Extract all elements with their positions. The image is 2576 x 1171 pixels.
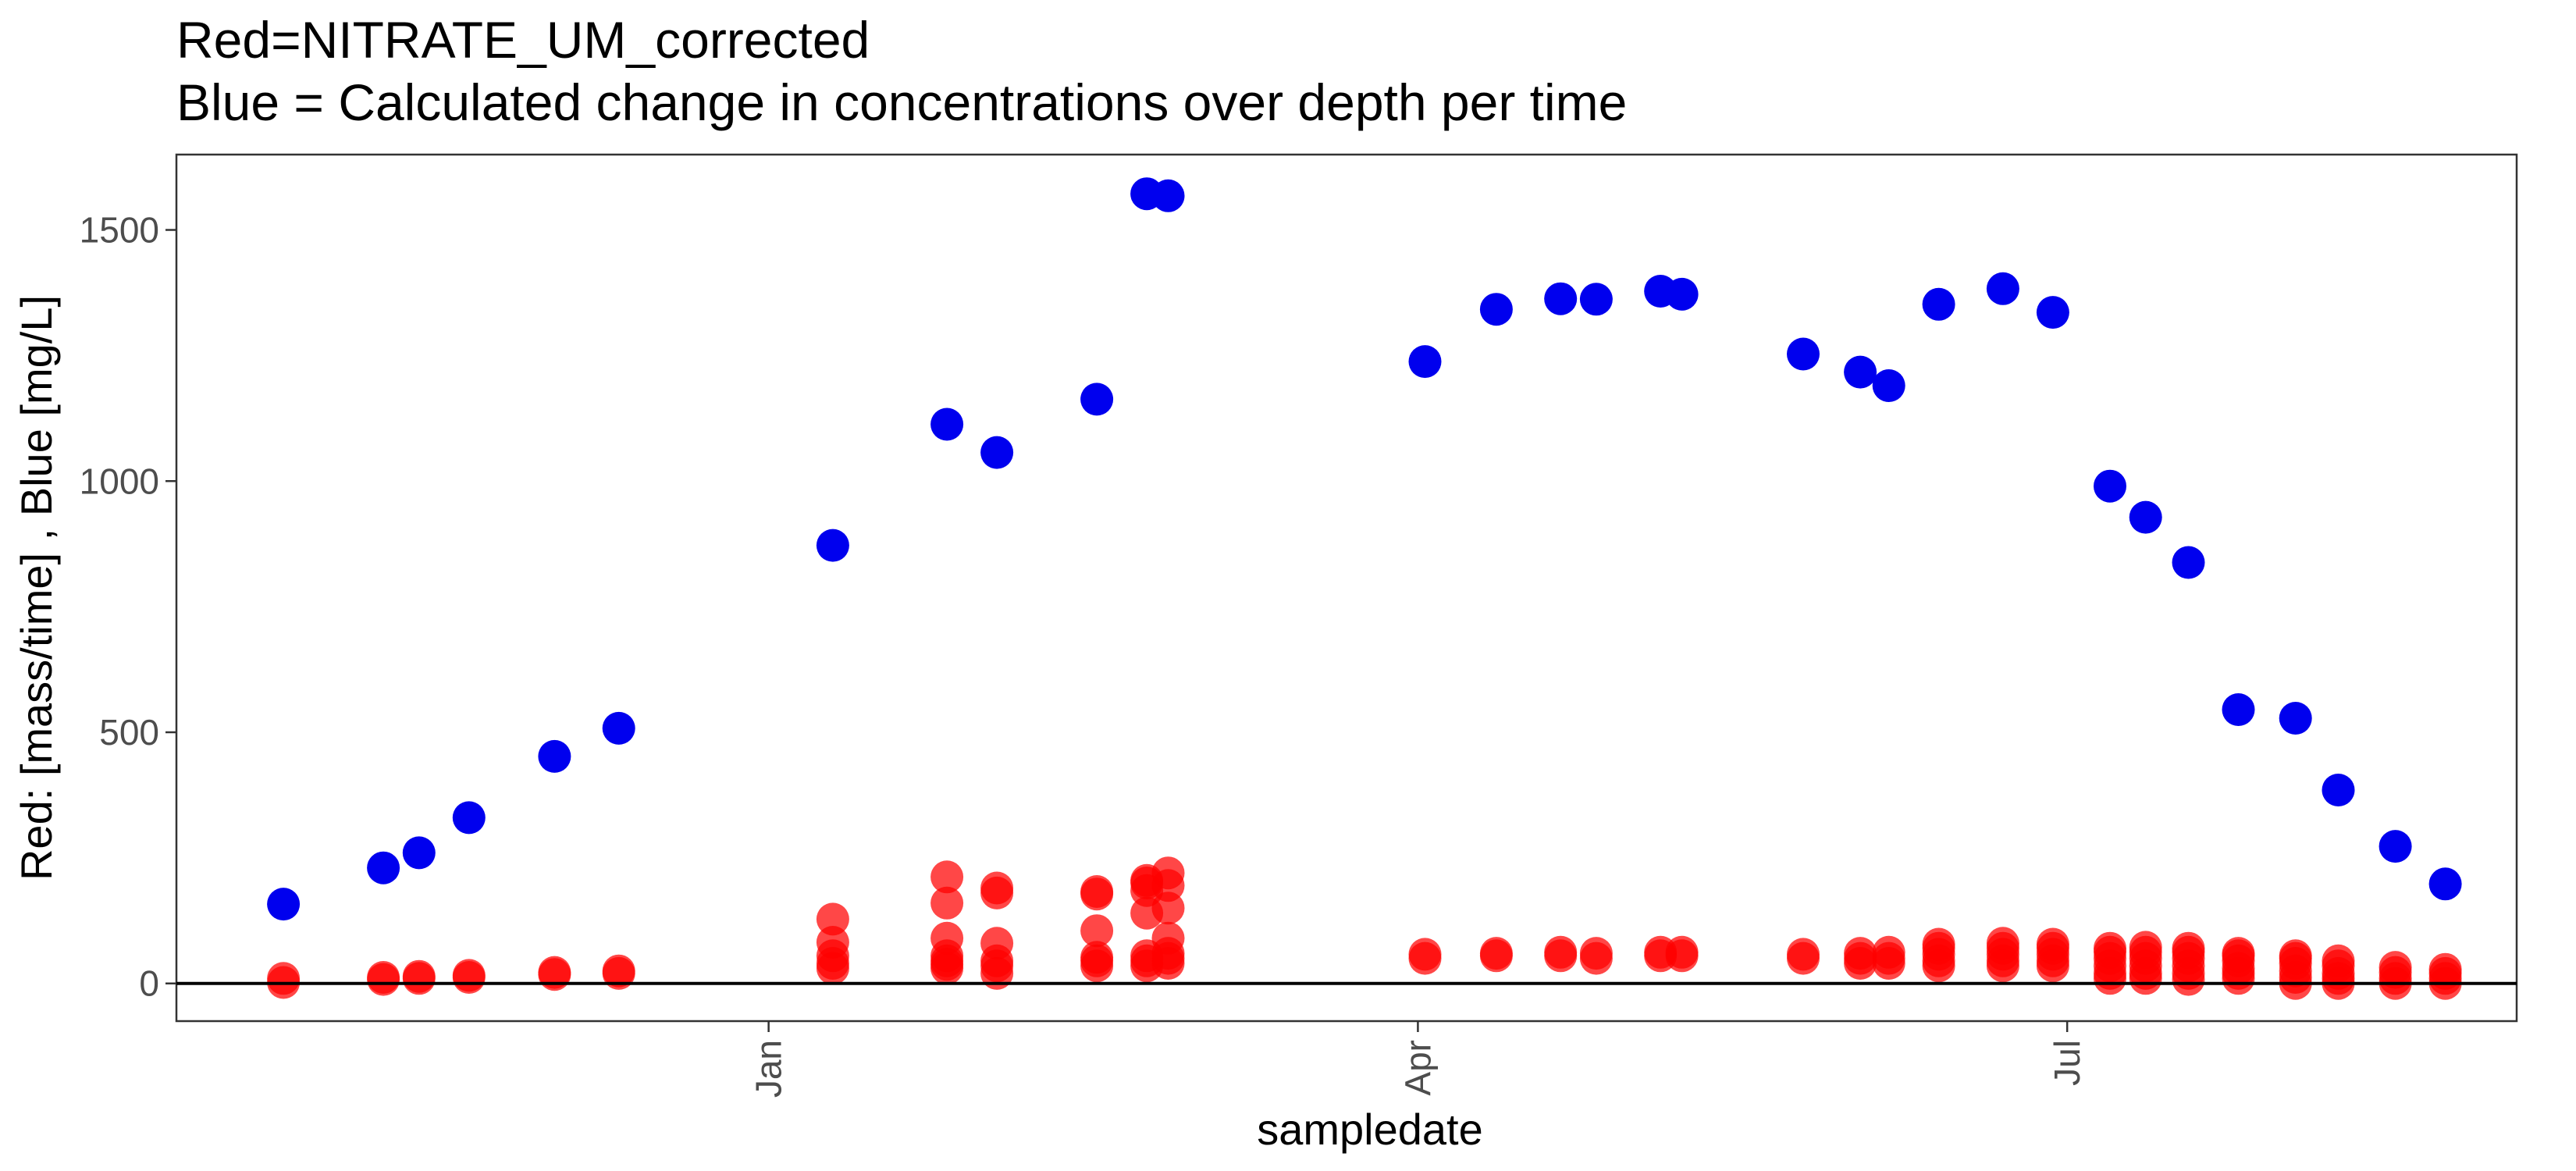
red-point-53 [1479, 937, 1513, 970]
red-point-29 [980, 871, 1014, 905]
blue-point-15 [1579, 283, 1613, 316]
x-tick-label-0: Jan [749, 1040, 789, 1098]
blue-point-22 [1986, 272, 2019, 305]
blue-point-11 [1151, 179, 1185, 212]
blue-point-28 [2279, 702, 2312, 735]
plot-panel [175, 153, 2518, 1023]
y-tick-label-1: 500 [99, 712, 159, 753]
red-point-11 [602, 954, 635, 988]
blue-point-7 [930, 408, 964, 441]
blue-point-29 [2322, 774, 2355, 806]
red-point-90 [2094, 931, 2126, 965]
y-tick-label-0: 0 [139, 963, 159, 1004]
red-point-108 [2222, 937, 2255, 970]
red-point-127 [2428, 952, 2462, 986]
y-axis-title: Red: [mass/time] , Blue [mg/L] [12, 295, 61, 881]
blue-point-30 [2379, 830, 2412, 863]
x-axis: Jan Apr Jul [749, 1021, 2087, 1098]
red-point-84 [2036, 927, 2069, 961]
red-point-123 [2379, 951, 2412, 984]
chart-title: Red=NITRATE_UM_corrected [176, 11, 870, 69]
red-point-23 [930, 860, 964, 894]
y-tick-label-3: 1500 [80, 210, 159, 251]
blue-point-25 [2129, 500, 2162, 534]
red-point-46 [1151, 921, 1185, 955]
chart-subtitle: Blue = Calculated change in concentratio… [176, 73, 1627, 131]
red-point-9 [538, 956, 571, 989]
red-point-61 [1665, 935, 1699, 969]
red-point-3 [367, 961, 400, 994]
red-point-96 [2129, 931, 2162, 964]
blue-point-26 [2172, 546, 2205, 579]
blue-point-9 [1080, 383, 1114, 416]
red-point-55 [1544, 935, 1578, 969]
blue-point-19 [1844, 355, 1877, 389]
red-point-33 [1080, 914, 1114, 948]
red-point-63 [1787, 938, 1820, 971]
red-point-35 [1080, 875, 1114, 908]
blue-point-2 [402, 836, 436, 870]
blue-point-4 [538, 739, 571, 773]
red-point-22 [930, 886, 964, 920]
blue-point-27 [2222, 693, 2255, 726]
blue-point-21 [1922, 287, 1955, 321]
red-point-51 [1408, 938, 1442, 971]
red-point-49 [1151, 856, 1185, 890]
red-point-74 [1922, 927, 1955, 961]
blue-point-18 [1787, 337, 1820, 371]
blue-point-3 [452, 801, 486, 835]
blue-point-31 [2428, 867, 2462, 901]
red-point-32 [1080, 941, 1114, 974]
blue-point-23 [2036, 296, 2069, 329]
red-point-16 [816, 902, 849, 936]
x-axis-title: sampledate [1257, 1105, 1483, 1154]
red-point-119 [2322, 944, 2355, 977]
red-point-69 [1872, 935, 1905, 969]
red-point-27 [980, 927, 1014, 960]
blue-point-5 [602, 711, 635, 745]
blue-point-0 [267, 888, 301, 921]
red-point-15 [816, 926, 849, 959]
red-point-66 [1844, 937, 1877, 970]
red-point-114 [2279, 939, 2312, 973]
y-tick-label-2: 1000 [80, 461, 159, 501]
blue-point-8 [980, 436, 1014, 469]
x-tick-label-1: Apr [1397, 1040, 1438, 1096]
y-axis: 0 500 1000 1500 [80, 210, 176, 1004]
red-point-102 [2172, 931, 2205, 965]
x-tick-label-2: Jul [2047, 1040, 2087, 1086]
blue-point-24 [2094, 469, 2126, 503]
red-point-57 [1579, 937, 1613, 970]
red-point-1 [267, 962, 301, 995]
blue-point-14 [1544, 282, 1578, 315]
red-point-5 [402, 959, 436, 993]
red-point-47 [1151, 892, 1185, 925]
red-point-21 [930, 921, 964, 955]
blue-point-20 [1872, 369, 1905, 402]
blue-point-12 [1408, 345, 1442, 379]
blue-point-13 [1479, 293, 1513, 326]
blue-point-1 [367, 851, 400, 884]
blue-point-17 [1665, 277, 1699, 311]
blue-point-6 [816, 529, 849, 562]
red-point-79 [1986, 927, 2019, 960]
red-point-7 [452, 959, 486, 992]
